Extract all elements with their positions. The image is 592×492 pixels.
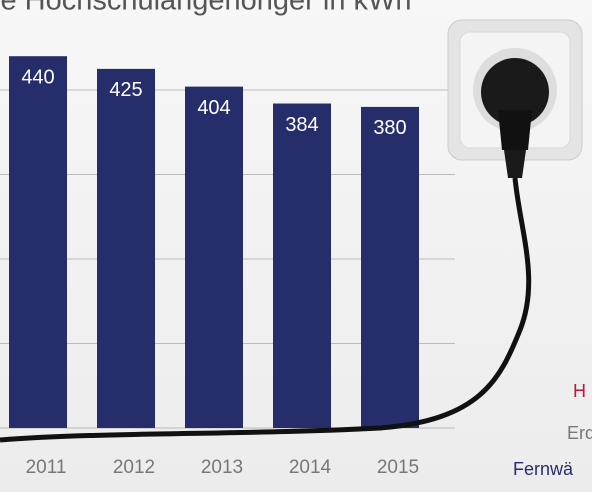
chart-title: je Hochschulangehöriger in kWh <box>0 0 412 17</box>
bar <box>273 103 331 429</box>
x-tick-label: 2012 <box>113 457 155 478</box>
x-tick-label: 2011 <box>26 457 67 478</box>
x-tick-label: 2013 <box>201 457 243 478</box>
cable <box>0 177 532 443</box>
legend-label: Fernwä <box>513 459 574 479</box>
value-label: 425 <box>109 79 142 101</box>
x-tick-label: 2014 <box>289 457 332 478</box>
value-label: 380 <box>373 117 406 139</box>
bar <box>9 56 67 428</box>
value-label: 384 <box>285 114 318 136</box>
bar <box>361 106 419 429</box>
legend-label: H <box>573 381 586 401</box>
value-label: 440 <box>21 66 54 88</box>
legend-label: Erd <box>567 423 592 443</box>
value-label: 404 <box>197 97 230 119</box>
bar <box>185 86 243 429</box>
x-tick-label: 2015 <box>377 457 419 478</box>
bar <box>97 68 155 428</box>
socket <box>447 19 583 178</box>
